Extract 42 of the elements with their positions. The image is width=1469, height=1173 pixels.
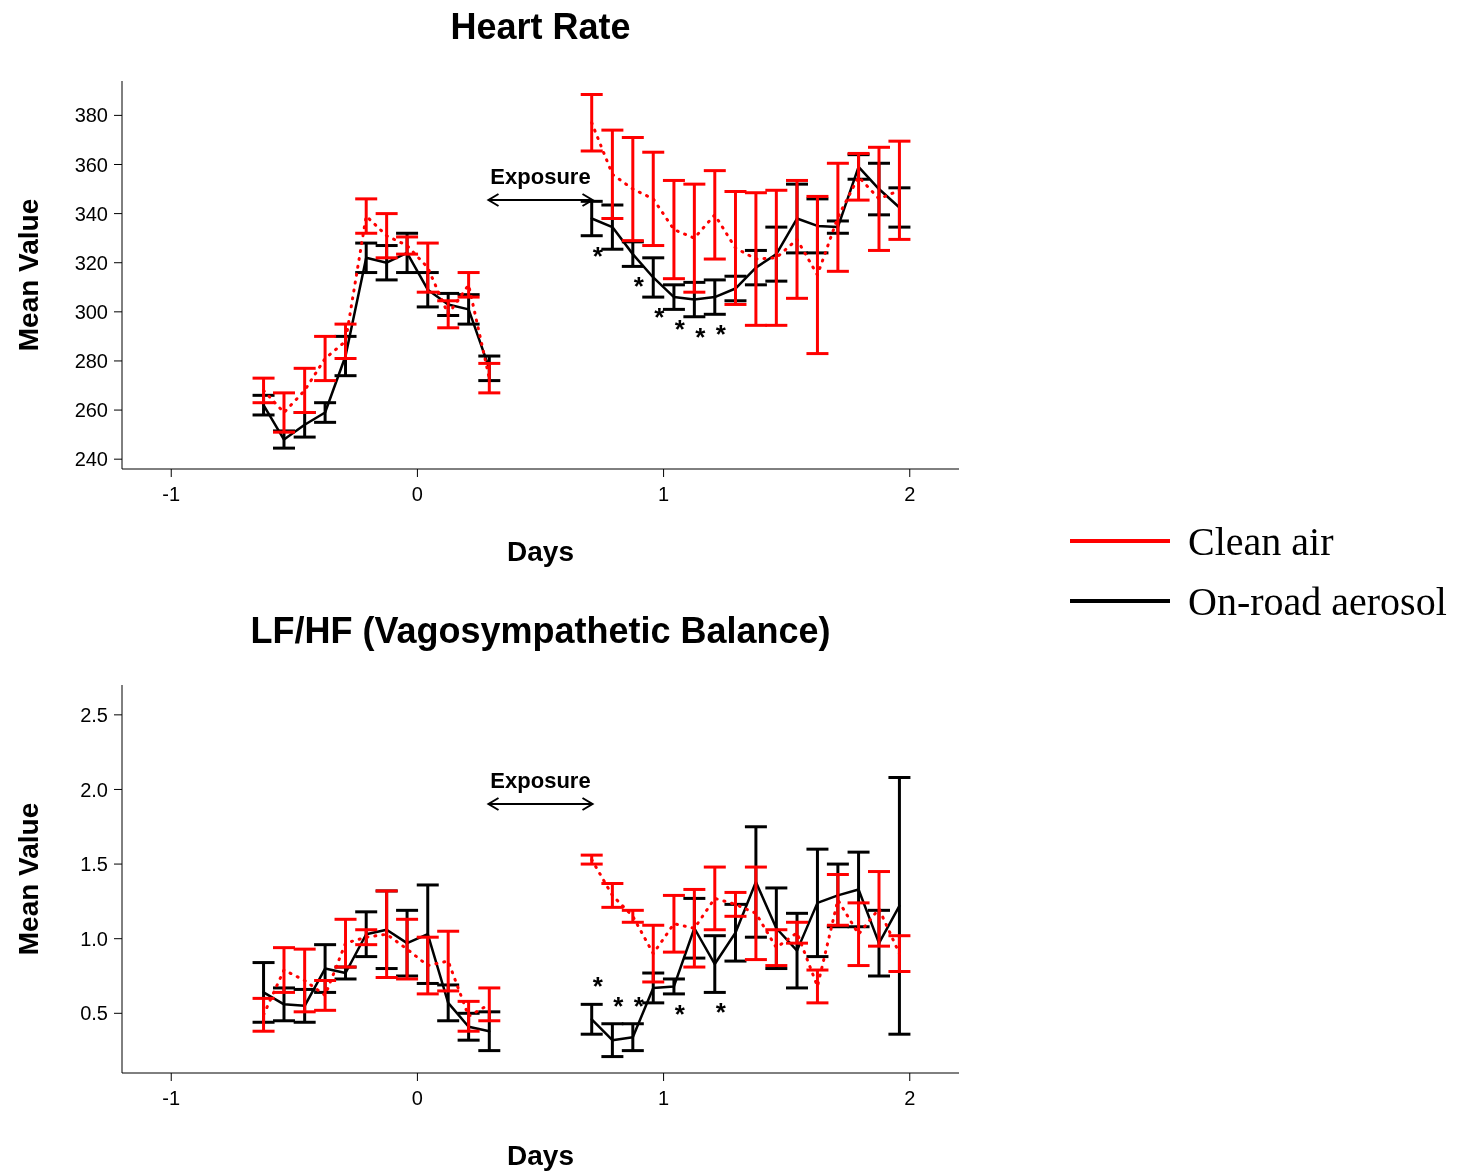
annotation: Exposure (490, 163, 591, 189)
y-axis-title: Mean Value (12, 198, 44, 352)
x-axis-title: Days (507, 536, 574, 567)
y-tick-label: 260 (74, 399, 108, 422)
annotation: * (674, 314, 686, 345)
y-tick-label: 320 (74, 251, 108, 274)
y-tick-label: 2.0 (80, 778, 108, 801)
annotation: * (695, 321, 707, 352)
x-tick-label: -1 (162, 1087, 181, 1110)
annotation: * (592, 971, 604, 1002)
annotation: * (613, 990, 625, 1021)
x-tick-label: 2 (904, 483, 916, 506)
chart-title: Heart Rate (449, 6, 632, 48)
y-tick-label: 240 (74, 448, 108, 471)
y-tick-label: 0.5 (80, 1002, 108, 1025)
legend-label: Clean air (1188, 517, 1334, 565)
x-tick-label: -1 (162, 483, 181, 506)
annotation: * (715, 997, 727, 1028)
y-tick-label: 380 (74, 104, 108, 127)
y-tick-label: 280 (74, 350, 108, 373)
annotation: * (592, 240, 604, 271)
x-tick-label: 1 (658, 483, 670, 506)
y-tick-label: 2.5 (80, 703, 108, 726)
y-tick-label: 360 (74, 153, 108, 176)
legend-label: On-road aerosol (1188, 577, 1447, 625)
y-tick-label: 1.5 (80, 853, 108, 876)
annotation: * (674, 998, 686, 1029)
x-axis-title: Days (507, 1140, 574, 1171)
x-tick-label: 1 (658, 1087, 670, 1110)
y-tick-label: 1.0 (80, 927, 108, 950)
x-tick-label: 0 (411, 483, 423, 506)
x-tick-label: 0 (411, 1087, 423, 1110)
annotation: * (715, 319, 727, 350)
annotation: * (633, 990, 645, 1021)
annotation: * (633, 271, 645, 302)
chart-title: LF/HF (Vagosympathetic Balance) (249, 610, 832, 652)
x-tick-label: 2 (904, 1087, 916, 1110)
y-axis-title: Mean Value (12, 802, 44, 956)
y-tick-label: 300 (74, 300, 108, 323)
annotation: * (654, 301, 666, 332)
annotation: Exposure (490, 767, 591, 793)
y-tick-label: 340 (74, 202, 108, 225)
